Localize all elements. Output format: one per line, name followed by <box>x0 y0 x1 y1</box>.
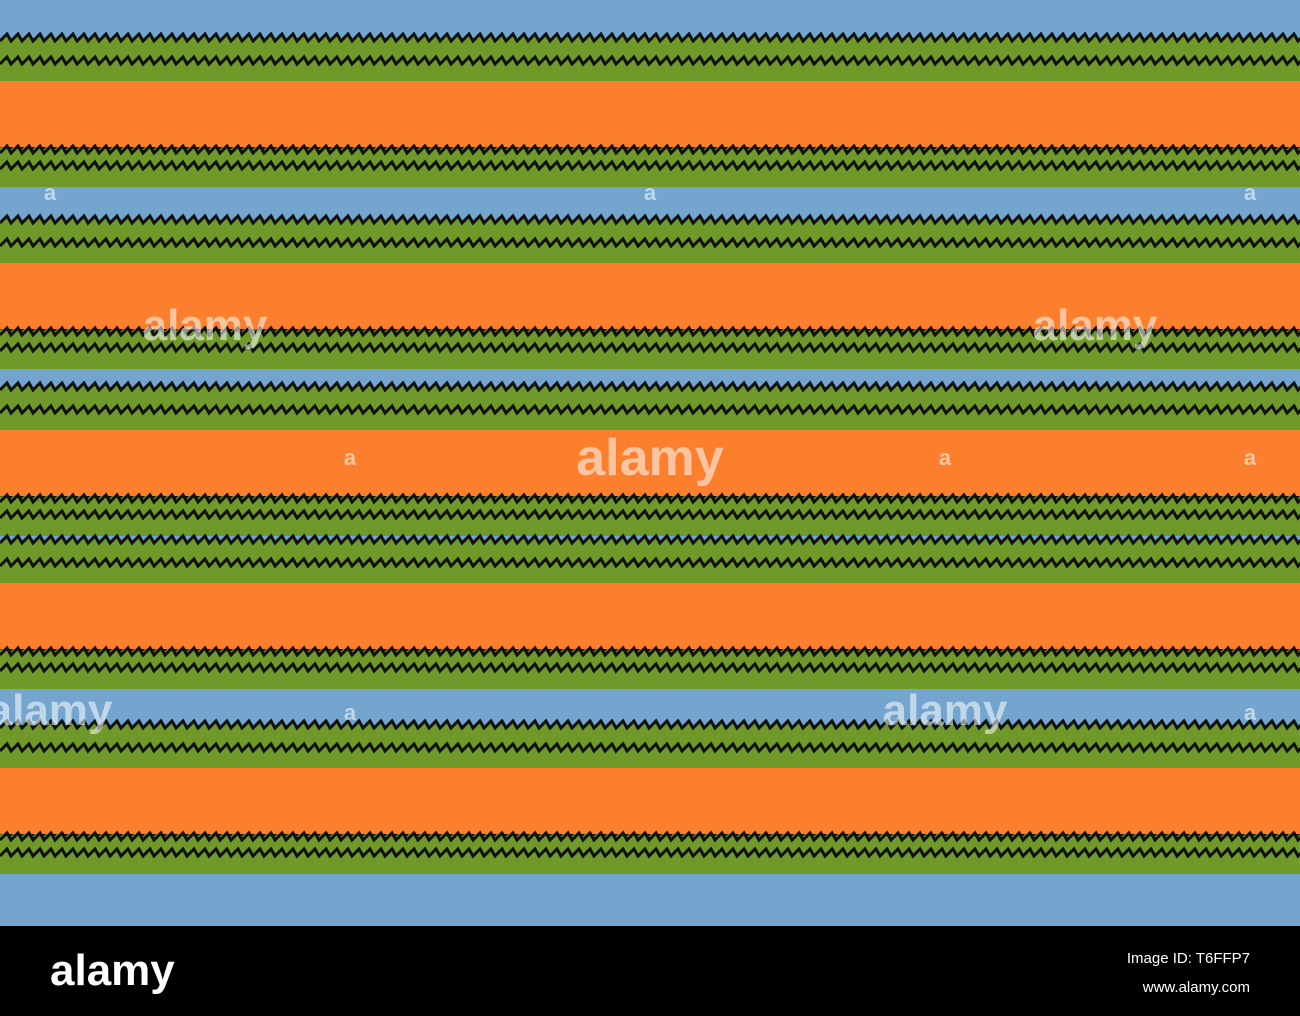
zigzag-edge <box>0 718 1300 731</box>
zigzag-edge <box>0 533 1300 546</box>
orange-band <box>0 263 1300 329</box>
green-band <box>0 34 1300 83</box>
zigzag-line <box>0 236 1300 249</box>
zigzag-line <box>0 556 1300 569</box>
watermark-mark: a <box>1244 700 1257 725</box>
watermarks: alamy alamy alamy alamy alamy a a a a a … <box>0 180 1257 735</box>
watermark-mark: a <box>344 700 357 725</box>
watermark-mark: a <box>44 180 57 205</box>
footer-logo: alamy <box>50 946 175 995</box>
zigzag-line <box>0 159 1300 172</box>
image-id: Image ID: T6FFP7 <box>1127 950 1250 967</box>
zigzag-line <box>0 661 1300 674</box>
green-band <box>0 489 1300 536</box>
orange-band <box>0 81 1300 147</box>
footer-bar <box>0 926 1300 1016</box>
zigzag-line <box>0 341 1300 354</box>
orange-band <box>0 768 1300 834</box>
zigzag-line <box>0 54 1300 67</box>
watermark-logo: alamy <box>0 686 113 735</box>
zigzag-edge <box>0 325 1300 338</box>
zigzag-edge <box>0 492 1300 505</box>
zigzag-line <box>0 403 1300 416</box>
zigzag-edge <box>0 143 1300 156</box>
watermark-logo: alamy <box>143 301 268 350</box>
zigzag-line <box>0 846 1300 859</box>
watermark-logo: alamy <box>576 429 724 487</box>
zigzag-edge <box>0 830 1300 843</box>
orange-band <box>0 583 1300 649</box>
zigzag-line <box>0 508 1300 521</box>
orange-band <box>0 430 1300 496</box>
watermark-mark: a <box>939 445 952 470</box>
zigzag-edge <box>0 213 1300 226</box>
watermark-mark: a <box>1244 180 1257 205</box>
watermark-logo: alamy <box>883 686 1008 735</box>
green-band <box>0 721 1300 770</box>
green-band <box>0 140 1300 187</box>
green-band <box>0 642 1300 689</box>
zigzag-edge <box>0 31 1300 44</box>
zigzag-line <box>0 741 1300 754</box>
watermark-mark: a <box>344 445 357 470</box>
green-band <box>0 216 1300 265</box>
watermark-mark: a <box>1244 445 1257 470</box>
zigzag-edge <box>0 380 1300 393</box>
watermark-mark: a <box>644 180 657 205</box>
stripes <box>0 31 1300 874</box>
watermark-logo: alamy <box>1033 301 1158 350</box>
zigzag-edge <box>0 645 1300 658</box>
green-band <box>0 536 1300 585</box>
green-band <box>0 322 1300 369</box>
footer-url: www.alamy.com <box>1142 979 1250 996</box>
green-band <box>0 827 1300 874</box>
green-band <box>0 383 1300 432</box>
